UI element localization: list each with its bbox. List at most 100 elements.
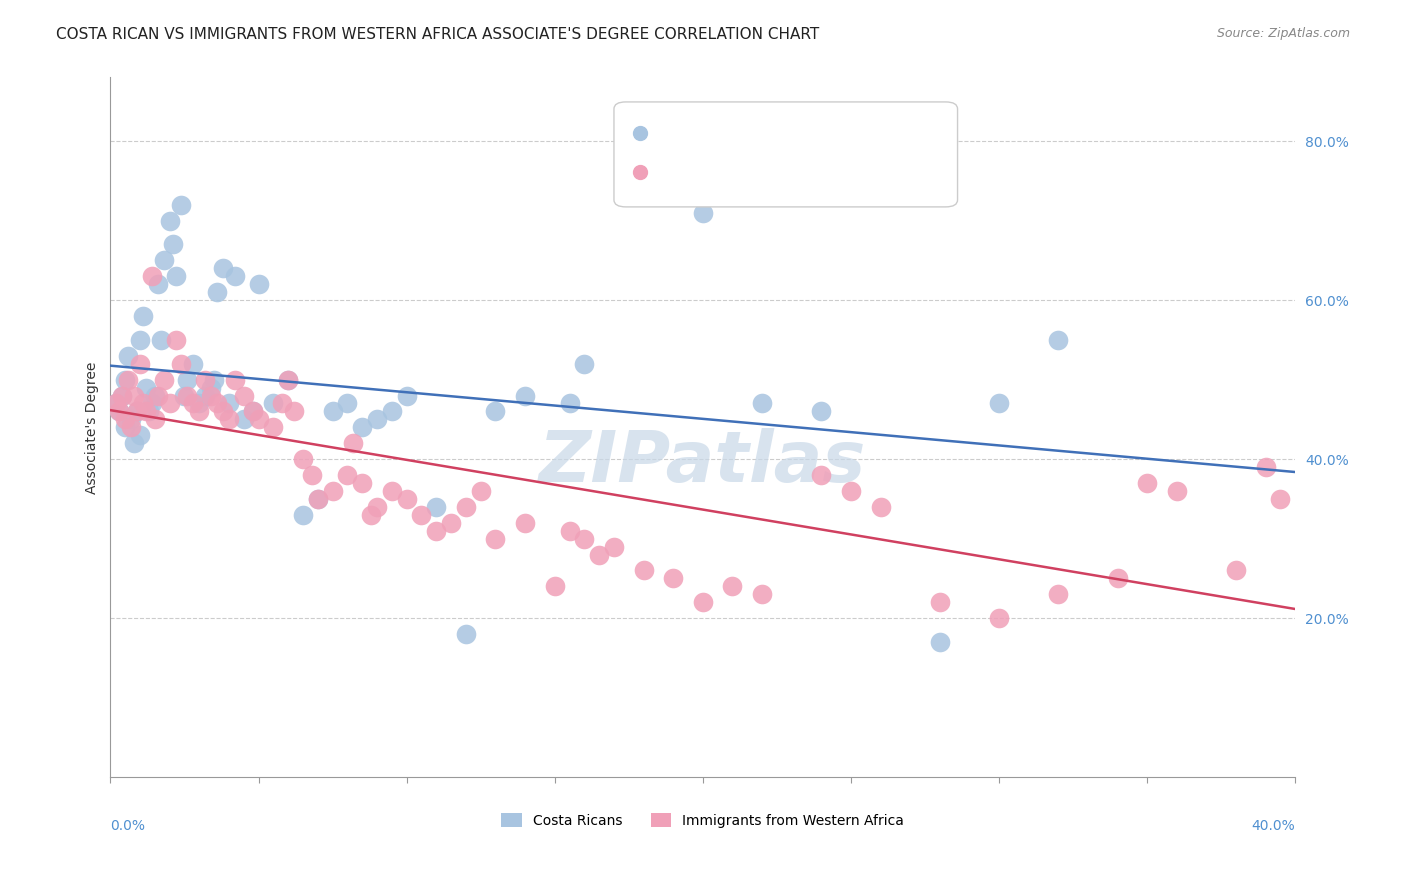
Point	[132, 309, 155, 323]
Point	[360, 508, 382, 522]
Point	[247, 277, 270, 292]
Point	[170, 197, 193, 211]
Point	[183, 357, 205, 371]
Point	[122, 388, 145, 402]
Point	[200, 388, 222, 402]
Point	[120, 420, 142, 434]
Point	[425, 524, 447, 538]
Point	[242, 404, 264, 418]
Point	[381, 483, 404, 498]
Text: Source: ZipAtlas.com: Source: ZipAtlas.com	[1216, 27, 1350, 40]
Point	[692, 595, 714, 609]
Point	[988, 396, 1011, 410]
Text: COSTA RICAN VS IMMIGRANTS FROM WESTERN AFRICA ASSOCIATE'S DEGREE CORRELATION CHA: COSTA RICAN VS IMMIGRANTS FROM WESTERN A…	[56, 27, 820, 42]
Point	[928, 635, 950, 649]
Point	[117, 373, 139, 387]
Point	[205, 285, 228, 300]
Legend: Costa Ricans, Immigrants from Western Africa: Costa Ricans, Immigrants from Western Af…	[496, 807, 910, 833]
Point	[381, 404, 404, 418]
Point	[242, 404, 264, 418]
Point	[810, 404, 832, 418]
Point	[751, 396, 773, 410]
Point	[1047, 333, 1070, 347]
Point	[307, 491, 329, 506]
Point	[108, 404, 131, 418]
Point	[176, 388, 198, 402]
Text: N = 59: N = 59	[834, 127, 886, 140]
Point	[322, 404, 344, 418]
Point	[1225, 564, 1247, 578]
Point	[159, 213, 181, 227]
Point	[839, 483, 862, 498]
Point	[425, 500, 447, 514]
Point	[454, 627, 477, 641]
Point	[141, 269, 163, 284]
Point	[366, 500, 388, 514]
Point	[108, 404, 131, 418]
Point	[336, 396, 359, 410]
Point	[470, 483, 492, 498]
Point	[138, 404, 160, 418]
Point	[141, 396, 163, 410]
FancyBboxPatch shape	[614, 102, 957, 207]
Point	[152, 253, 174, 268]
Point	[484, 532, 506, 546]
Point	[574, 357, 596, 371]
Point	[454, 500, 477, 514]
Point	[218, 412, 240, 426]
Point	[159, 396, 181, 410]
Point	[692, 205, 714, 219]
Point	[513, 516, 536, 530]
Point	[1136, 475, 1159, 490]
Point	[232, 388, 254, 402]
Point	[366, 412, 388, 426]
Point	[146, 388, 169, 402]
Point	[111, 388, 134, 402]
Point	[277, 373, 299, 387]
Point	[928, 595, 950, 609]
Point	[271, 396, 294, 410]
Point	[135, 404, 157, 418]
Point	[544, 579, 567, 593]
Point	[162, 237, 184, 252]
Point	[132, 396, 155, 410]
Point	[336, 468, 359, 483]
Point	[721, 579, 744, 593]
Point	[143, 388, 166, 402]
Point	[122, 436, 145, 450]
Point	[218, 396, 240, 410]
Point	[603, 540, 626, 554]
Point	[125, 404, 148, 418]
Point	[120, 412, 142, 426]
Point	[262, 420, 284, 434]
Point	[129, 357, 152, 371]
Point	[1254, 460, 1277, 475]
Point	[200, 380, 222, 394]
Point	[277, 373, 299, 387]
Point	[105, 396, 128, 410]
Point	[188, 396, 211, 410]
Point	[662, 571, 685, 585]
Point	[322, 483, 344, 498]
Point	[183, 396, 205, 410]
Text: N = 74: N = 74	[834, 165, 886, 179]
Point	[1270, 491, 1292, 506]
Point	[173, 388, 195, 402]
Point	[869, 500, 891, 514]
Point	[1107, 571, 1129, 585]
Point	[114, 420, 136, 434]
Point	[440, 516, 463, 530]
Point	[149, 333, 172, 347]
Point	[558, 396, 581, 410]
Point	[988, 611, 1011, 625]
Point	[751, 587, 773, 601]
Point	[143, 412, 166, 426]
Point	[114, 373, 136, 387]
Point	[307, 491, 329, 506]
Text: 0.0%: 0.0%	[111, 819, 145, 833]
Point	[1166, 483, 1188, 498]
Text: ZIPatlas: ZIPatlas	[538, 428, 866, 497]
Point	[224, 373, 246, 387]
Point	[105, 396, 128, 410]
Point	[558, 524, 581, 538]
